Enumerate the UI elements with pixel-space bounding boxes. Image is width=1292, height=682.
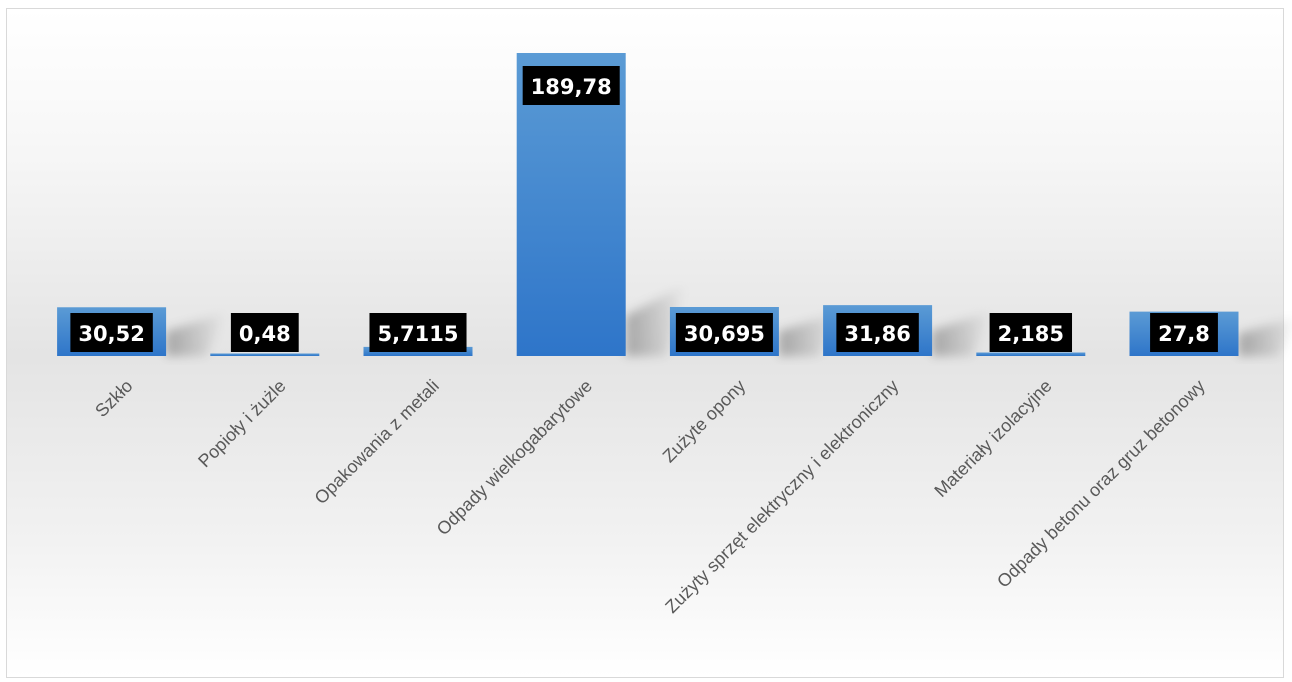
category-label: Odpady wielkogabarytowe [433, 376, 596, 539]
data-label-box [70, 313, 153, 352]
data-label-text: 189,78 [531, 75, 612, 99]
data-label-text: 31,86 [844, 322, 910, 346]
data-label: 30,52 [70, 313, 153, 352]
category-label: Zużyte opony [659, 376, 750, 467]
category-labels: Szkło Popioły i żużle Opakowania z metaliO… [91, 376, 1209, 617]
data-label: 30,695 [675, 313, 773, 352]
data-label-box [369, 313, 467, 352]
bar-shadow [932, 310, 993, 356]
data-label-box [230, 313, 299, 352]
data-label-text: 30,695 [684, 322, 765, 346]
data-label-text: 0,48 [239, 322, 291, 346]
data-label-box [1150, 313, 1218, 352]
data-label-text: 5,7115 [377, 322, 458, 346]
data-label-text: 27,8 [1158, 322, 1210, 346]
data-label-box [989, 313, 1073, 352]
data-label-text: 2,185 [998, 322, 1064, 346]
bar-shadow [166, 312, 227, 356]
bar-shadow [1238, 317, 1292, 356]
bar [210, 353, 320, 356]
data-label-box [675, 313, 773, 352]
data-label: 31,86 [836, 313, 919, 352]
data-label: 27,8 [1150, 313, 1218, 352]
data-label-text: 30,52 [78, 322, 144, 346]
data-label: 5,7115 [369, 313, 467, 352]
category-label: Opakowania z metali [311, 376, 443, 508]
category-label: Zużyty sprzęt elektryczny i elektroniczn… [661, 376, 902, 617]
data-label: 189,78 [522, 66, 620, 105]
data-label: 2,185 [989, 313, 1073, 352]
category-label: Popioły i żużle [194, 376, 290, 472]
data-label-box [522, 66, 620, 105]
data-labels: 30,52 0,48 5,7115 189,78 30,695 31,86 2,185 27,… [70, 66, 1218, 352]
data-label-box [836, 313, 919, 352]
data-label: 0,48 [230, 313, 299, 352]
bar [976, 352, 1086, 356]
category-label: Materiały izolacyjne [930, 376, 1055, 501]
category-label: Szkło [91, 376, 136, 421]
